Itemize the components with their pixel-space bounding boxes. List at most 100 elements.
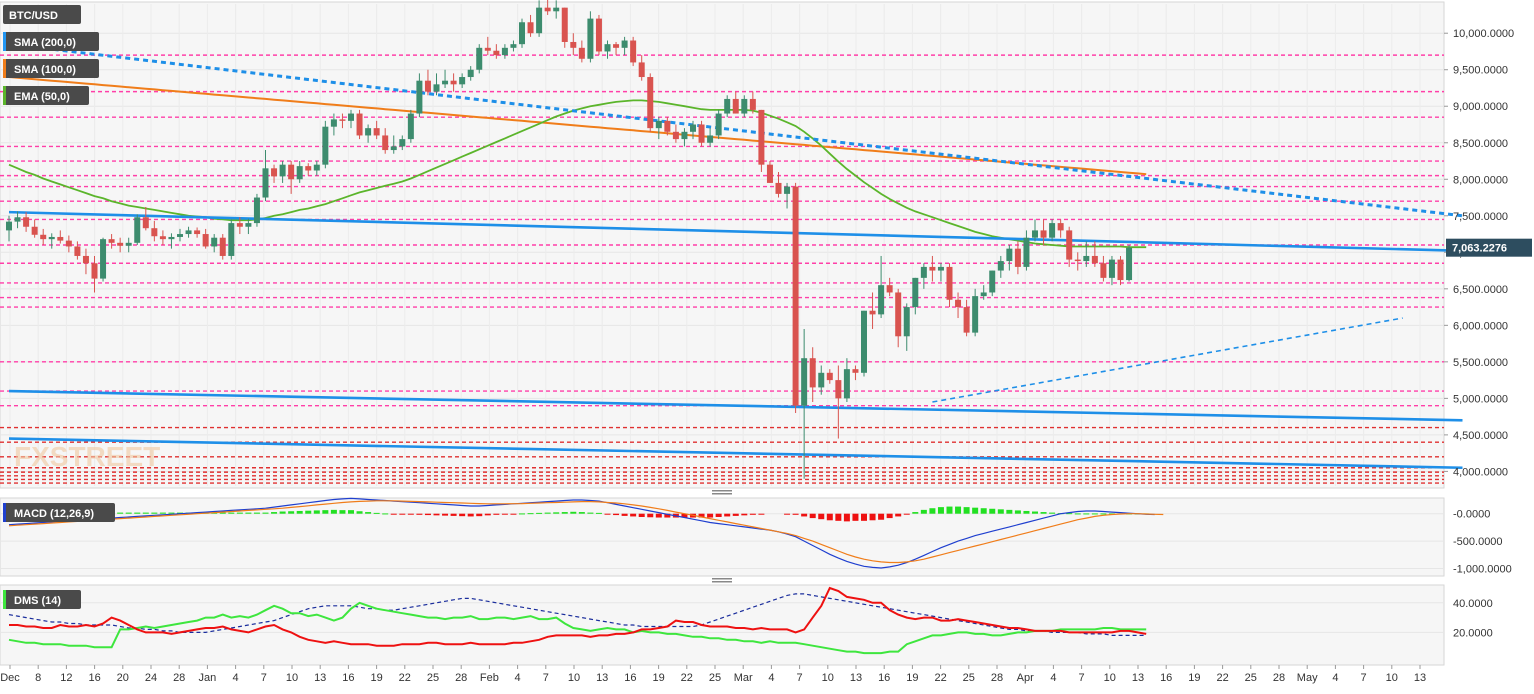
x-tick-label: 28	[455, 672, 467, 684]
y-tick-label: 8,500.0000	[1453, 138, 1508, 150]
candle-body	[604, 44, 611, 52]
x-tick-label: 13	[596, 672, 608, 684]
macd-histogram-bar	[715, 513, 722, 517]
candle-body	[322, 126, 329, 165]
x-tick-label: 20	[117, 672, 129, 684]
candle-body	[382, 135, 389, 151]
x-tick-label: 19	[906, 672, 918, 684]
candle-body	[510, 44, 517, 48]
candle-body	[621, 40, 628, 48]
candle-body	[40, 234, 47, 240]
x-tick-label: 16	[88, 672, 100, 684]
x-tick-label: 10	[1104, 672, 1116, 684]
legend-macd[interactable]: MACD (12,26,9)	[3, 503, 115, 522]
macd-histogram-bar	[903, 513, 910, 515]
dms-panel[interactable]	[0, 584, 1445, 666]
legend-sma200[interactable]: SMA (200,0)	[3, 32, 99, 51]
candle-body	[1117, 259, 1124, 281]
macd-histogram-bar	[151, 512, 158, 514]
macd-histogram-bar	[912, 512, 919, 514]
x-tick-label: Dec	[0, 672, 20, 684]
macd-histogram-bar	[604, 513, 611, 515]
macd-histogram-bar	[536, 512, 543, 514]
candle-body	[595, 18, 602, 52]
candle-body	[698, 124, 705, 143]
adx-line	[8, 593, 1147, 637]
macd-histogram-bar	[1040, 512, 1047, 514]
candle-body	[878, 285, 885, 315]
candle-body	[929, 266, 936, 271]
macd-histogram-bar	[168, 512, 175, 514]
y-tick-label: 5,000.0000	[1453, 393, 1508, 405]
macd-histogram-bar	[818, 513, 825, 520]
x-tick-label: May	[1297, 672, 1318, 684]
x-tick-label: 13	[1132, 672, 1144, 684]
y-tick-label: 6,500.0000	[1453, 284, 1508, 296]
x-tick-label: Apr	[1017, 672, 1034, 684]
candle-body	[749, 98, 756, 110]
macd-histogram-bar	[1083, 513, 1090, 515]
candle-body	[672, 131, 679, 140]
candle-body	[236, 223, 243, 227]
macd-panel[interactable]	[0, 497, 1445, 577]
macd-histogram-bar	[1091, 513, 1098, 515]
candle-body	[442, 80, 449, 85]
macd-histogram-bar	[681, 513, 688, 518]
dms-y-tick-label: 40.0000	[1453, 598, 1493, 610]
plus-di-line	[8, 601, 1147, 655]
x-tick-label: 7	[1079, 672, 1085, 684]
candle-body	[407, 113, 414, 140]
x-tick-label: 28	[991, 672, 1003, 684]
y-tick-label: 9,000.0000	[1453, 101, 1508, 113]
candle-body	[690, 124, 696, 132]
macd-histogram-bar	[501, 513, 508, 515]
dms-panel-frame	[0, 584, 1445, 666]
legend-dms-text: DMS (14)	[14, 595, 61, 607]
panel-resize-handle[interactable]	[712, 490, 732, 495]
candle-body	[296, 166, 303, 180]
macd-histogram-bar	[390, 513, 397, 515]
macd-histogram-bar	[655, 513, 662, 518]
candle-body	[835, 380, 842, 399]
macd-histogram-bar	[707, 513, 714, 518]
candle-body	[262, 168, 269, 198]
macd-histogram-bar	[1066, 513, 1073, 515]
macd-histogram-bar	[544, 512, 551, 514]
macd-histogram-bar	[484, 513, 491, 516]
candle-body	[373, 128, 380, 136]
x-tick-label: 28	[173, 672, 185, 684]
legend-sma100[interactable]: SMA (100,0)	[3, 59, 99, 78]
candle-body	[613, 44, 620, 48]
candle-body	[997, 261, 1004, 271]
candle-body	[801, 358, 808, 406]
y-tick-label: 4,000.0000	[1453, 466, 1508, 478]
macd-histogram-bar	[510, 513, 517, 515]
candle-body	[536, 7, 543, 34]
candle-body	[1006, 248, 1013, 262]
candle-body	[724, 98, 731, 114]
macd-histogram-bar	[322, 510, 329, 514]
x-tick-label: 10	[822, 672, 834, 684]
legend-dms[interactable]: DMS (14)	[3, 590, 81, 609]
candle-body	[202, 234, 209, 247]
candle-body	[168, 236, 175, 240]
panel-resize-handle[interactable]	[712, 578, 732, 583]
candle-body	[1074, 259, 1081, 262]
x-tick-label: 22	[399, 672, 411, 684]
macd-panel-frame	[0, 497, 1445, 577]
candle-body	[519, 22, 525, 45]
macd-histogram-bar	[595, 512, 602, 514]
symbol-label[interactable]: BTC/USD	[3, 5, 81, 24]
x-tick-label: Jan	[199, 672, 217, 684]
x-tick-label: 16	[1160, 672, 1172, 684]
candle-body	[989, 270, 996, 293]
macd-histogram-bar	[937, 507, 944, 514]
candle-body	[707, 135, 714, 143]
x-tick-label: 4	[515, 672, 521, 684]
macd-histogram-bar	[758, 513, 765, 515]
macd-histogram-bar	[749, 513, 756, 515]
macd-histogram-bar	[228, 512, 235, 514]
macd-histogram-bar	[433, 513, 440, 516]
legend-ema50[interactable]: EMA (50,0)	[3, 86, 89, 105]
